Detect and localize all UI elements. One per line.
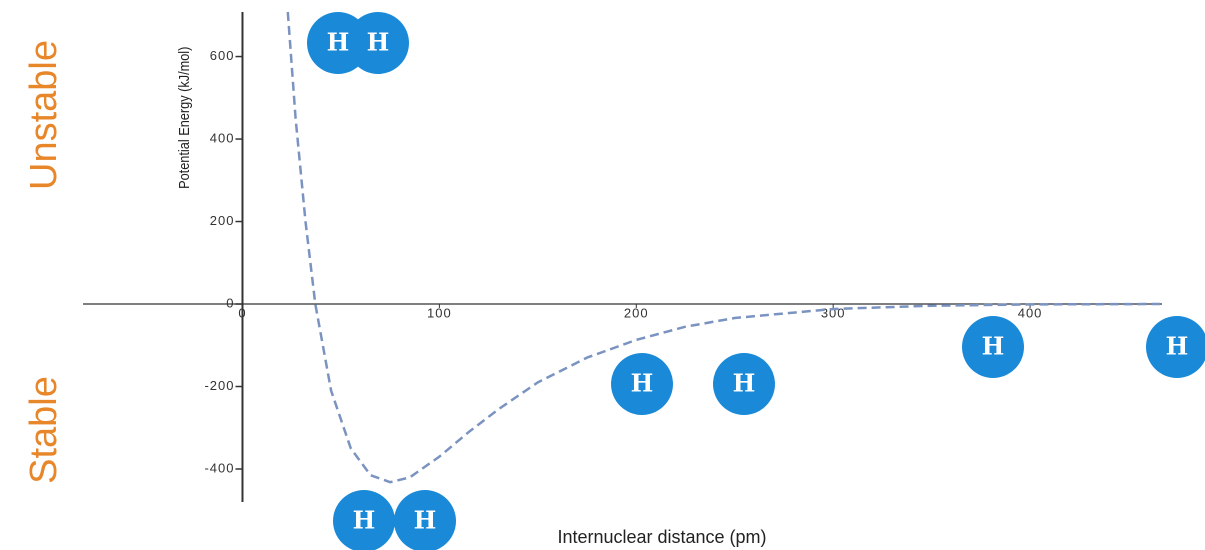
x-tick-label: 100 [427, 305, 452, 320]
y-tick-label: 600 [210, 48, 235, 63]
x-tick-label: 200 [624, 305, 649, 320]
stable-label: Stable [23, 376, 65, 484]
atom-label: H [1166, 332, 1189, 361]
atom-label: H [414, 506, 437, 535]
atom-label: H [353, 506, 376, 535]
x-tick-label: 300 [821, 305, 846, 320]
y-tick-label: -400 [204, 460, 234, 475]
chart: Unstable Stable Potential Energy (kJ/mol… [0, 0, 1205, 550]
y-tick-label: 0 [226, 295, 234, 310]
atom-label: H [733, 369, 756, 398]
atom-label: H [327, 28, 350, 57]
y-tick-label: 400 [210, 130, 235, 145]
atoms: H H H H H H H H [307, 12, 1205, 550]
x-tick-label: 400 [1018, 305, 1043, 320]
y-axis-title: Potential Energy (kJ/mol) [175, 47, 192, 189]
y-tick-label: -200 [204, 378, 234, 393]
plot-area: -400 -200 0 200 400 600 0 100 200 300 400 [83, 12, 1162, 502]
y-tick-label: 200 [210, 213, 235, 228]
curve [288, 12, 1160, 482]
x-axis-title: Internuclear distance (pm) [557, 527, 766, 547]
atom-label: H [367, 28, 390, 57]
atom-label: H [631, 369, 654, 398]
unstable-label: Unstable [23, 40, 65, 190]
atom-label: H [982, 332, 1005, 361]
x-tick-label: 0 [238, 305, 246, 320]
